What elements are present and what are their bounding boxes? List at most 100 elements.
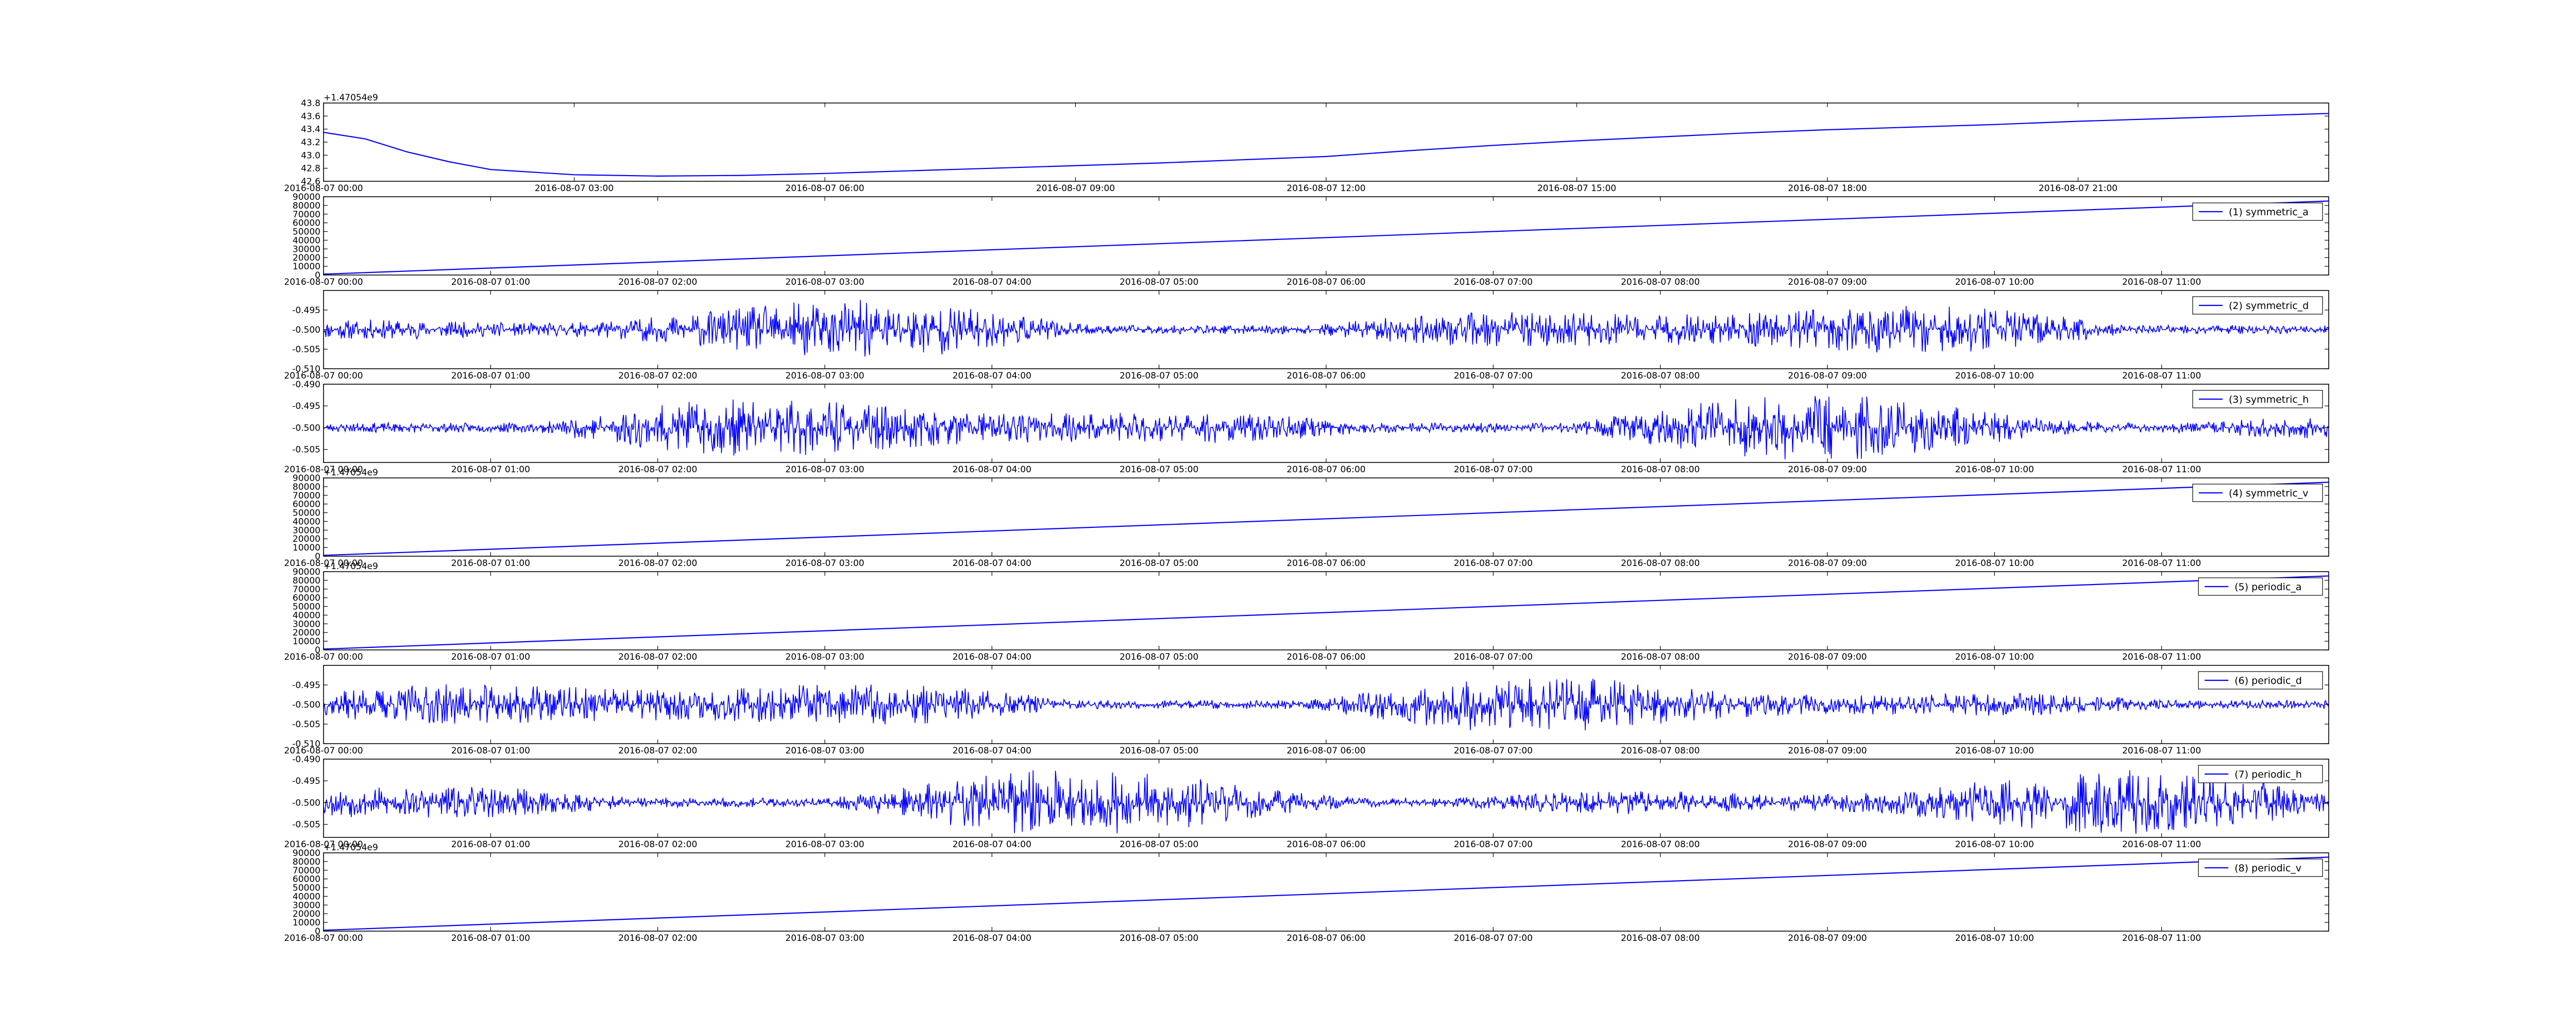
y-tick-label: -0.495 xyxy=(292,776,320,786)
x-tick-label: 2016-08-07 02:00 xyxy=(618,746,697,756)
y-tick-label: -0.495 xyxy=(292,305,320,316)
y-offset-label: +1.47054e9 xyxy=(324,93,378,103)
x-tick-label: 2016-08-07 05:00 xyxy=(1120,839,1198,850)
y-tick-label: 70000 xyxy=(293,585,320,595)
x-tick-label: 2016-08-07 01:00 xyxy=(451,371,530,381)
x-tick-label: 2016-08-07 04:00 xyxy=(953,465,1031,475)
x-tick-label: 2016-08-07 09:00 xyxy=(1788,652,1867,662)
x-tick-label: 2016-08-07 07:00 xyxy=(1454,839,1533,850)
legend: (4) symmetric_v xyxy=(2192,484,2323,502)
legend-label: (8) periodic_v xyxy=(2234,863,2301,874)
y-tick-label: -0.500 xyxy=(292,325,320,335)
y-tick-label: 20000 xyxy=(293,534,320,544)
y-tick-label: 70000 xyxy=(293,210,320,220)
x-tick-label: 2016-08-07 21:00 xyxy=(2039,183,2117,194)
y-tick-label: 43.8 xyxy=(301,98,320,109)
x-tick-label: 2016-08-07 06:00 xyxy=(1286,839,1365,850)
x-tick-label: 2016-08-07 00:00 xyxy=(284,465,363,475)
series-line xyxy=(324,300,2329,357)
x-tick-label: 2016-08-07 03:00 xyxy=(535,183,614,194)
x-tick-label: 2016-08-07 07:00 xyxy=(1454,558,1533,569)
legend-label: (2) symmetric_d xyxy=(2229,300,2309,312)
x-tick-label: 2016-08-07 10:00 xyxy=(1955,465,2034,475)
y-tick-label: 10000 xyxy=(293,918,320,928)
x-tick-label: 2016-08-07 00:00 xyxy=(284,277,363,287)
y-tick-label: 90000 xyxy=(293,567,320,577)
y-tick-label: 90000 xyxy=(293,473,320,484)
y-tick-label: 42.8 xyxy=(301,164,320,174)
x-tick-label: 2016-08-07 10:00 xyxy=(1955,933,2034,943)
x-tick-label: 2016-08-07 09:00 xyxy=(1788,933,1867,943)
y-tick-label: -0.500 xyxy=(292,423,320,433)
x-tick-label: 2016-08-07 02:00 xyxy=(618,558,697,569)
legend-label: (7) periodic_h xyxy=(2234,769,2302,780)
x-tick-label: 2016-08-07 08:00 xyxy=(1621,652,1700,662)
y-tick-label: 30000 xyxy=(293,525,320,536)
y-tick-label: 0 xyxy=(315,270,320,281)
x-tick-label: 2016-08-07 00:00 xyxy=(284,183,363,194)
x-tick-label: 2016-08-07 00:00 xyxy=(284,746,363,756)
x-tick-label: 2016-08-07 01:00 xyxy=(451,465,530,475)
series-group xyxy=(324,300,2329,357)
y-tick-label: 40000 xyxy=(293,891,320,902)
x-tick-label: 2016-08-07 10:00 xyxy=(1955,371,2034,381)
x-tick-label: 2016-08-07 09:00 xyxy=(1788,465,1867,475)
y-tick-label: 20000 xyxy=(293,628,320,638)
y-tick-label: 60000 xyxy=(293,593,320,604)
x-tick-label: 2016-08-07 04:00 xyxy=(953,371,1031,381)
series-line xyxy=(324,200,2329,275)
x-tick-label: 2016-08-07 00:00 xyxy=(284,933,363,943)
y-tick-label: 10000 xyxy=(293,543,320,553)
series-group xyxy=(324,200,2329,275)
y-tick-label: 30000 xyxy=(293,900,320,911)
legend: (2) symmetric_d xyxy=(2192,296,2323,315)
x-tick-label: 2016-08-07 12:00 xyxy=(1286,183,1365,194)
x-tick-label: 2016-08-07 15:00 xyxy=(1537,183,1616,194)
series-line xyxy=(324,575,2329,650)
series-group xyxy=(324,856,2329,931)
series-line xyxy=(324,856,2329,931)
x-tick-label: 2016-08-07 04:00 xyxy=(953,652,1031,662)
x-tick-label: 2016-08-07 08:00 xyxy=(1621,371,1700,381)
x-tick-label: 2016-08-07 00:00 xyxy=(284,371,363,381)
y-tick-label: 40000 xyxy=(293,235,320,246)
x-tick-label: 2016-08-07 11:00 xyxy=(2122,933,2201,943)
x-tick-label: 2016-08-07 02:00 xyxy=(618,933,697,943)
x-tick-label: 2016-08-07 11:00 xyxy=(2122,652,2201,662)
x-tick-label: 2016-08-07 06:00 xyxy=(1286,465,1365,475)
x-tick-label: 2016-08-07 03:00 xyxy=(785,839,864,850)
y-tick-label: 50000 xyxy=(293,508,320,519)
x-tick-label: 2016-08-07 06:00 xyxy=(1286,277,1365,287)
x-tick-label: 2016-08-07 02:00 xyxy=(618,277,697,287)
subplots: 2016-08-07 00:00 2016-08-07 03:00 2016-08-… xyxy=(284,93,2329,943)
x-tick-label: 2016-08-07 09:00 xyxy=(1788,371,1867,381)
x-tick-label: 2016-08-07 03:00 xyxy=(785,558,864,569)
x-tick-label: 2016-08-07 00:00 xyxy=(284,558,363,569)
y-tick-label: 50000 xyxy=(293,227,320,237)
y-tick-label: -0.490 xyxy=(292,754,320,765)
x-tick-label: 2016-08-07 03:00 xyxy=(785,652,864,662)
x-tick-label: 2016-08-07 05:00 xyxy=(1120,465,1198,475)
y-tick-label: 42.6 xyxy=(301,177,320,187)
y-tick-label: -0.505 xyxy=(292,345,320,355)
y-tick-label: 50000 xyxy=(293,883,320,894)
legend: (1) symmetric_a xyxy=(2192,202,2323,221)
y-tick-label: -0.505 xyxy=(292,719,320,730)
y-tick-label: -0.490 xyxy=(292,380,320,390)
series-line xyxy=(324,482,2329,556)
x-tick-label: 2016-08-07 02:00 xyxy=(618,371,697,381)
y-tick-label: -0.500 xyxy=(292,798,320,808)
y-tick-label: 10000 xyxy=(293,637,320,647)
legend: (8) periodic_v xyxy=(2198,859,2323,877)
x-tick-label: 2016-08-07 07:00 xyxy=(1454,652,1533,662)
x-tick-label: 2016-08-07 10:00 xyxy=(1955,652,2034,662)
subplot-6: 2016-08-07 00:00 2016-08-07 01:00 2016-08-… xyxy=(284,561,2329,662)
x-tick-label: 2016-08-07 06:00 xyxy=(1286,558,1365,569)
x-tick-label: 2016-08-07 09:00 xyxy=(1036,183,1115,194)
x-tick-label: 2016-08-07 11:00 xyxy=(2122,465,2201,475)
x-tick-label: 2016-08-07 04:00 xyxy=(953,277,1031,287)
y-tick-label: -0.510 xyxy=(292,364,320,374)
series-line xyxy=(324,396,2329,459)
x-tick-label: 2016-08-07 11:00 xyxy=(2122,371,2201,381)
y-tick-label: 43.0 xyxy=(301,150,320,161)
